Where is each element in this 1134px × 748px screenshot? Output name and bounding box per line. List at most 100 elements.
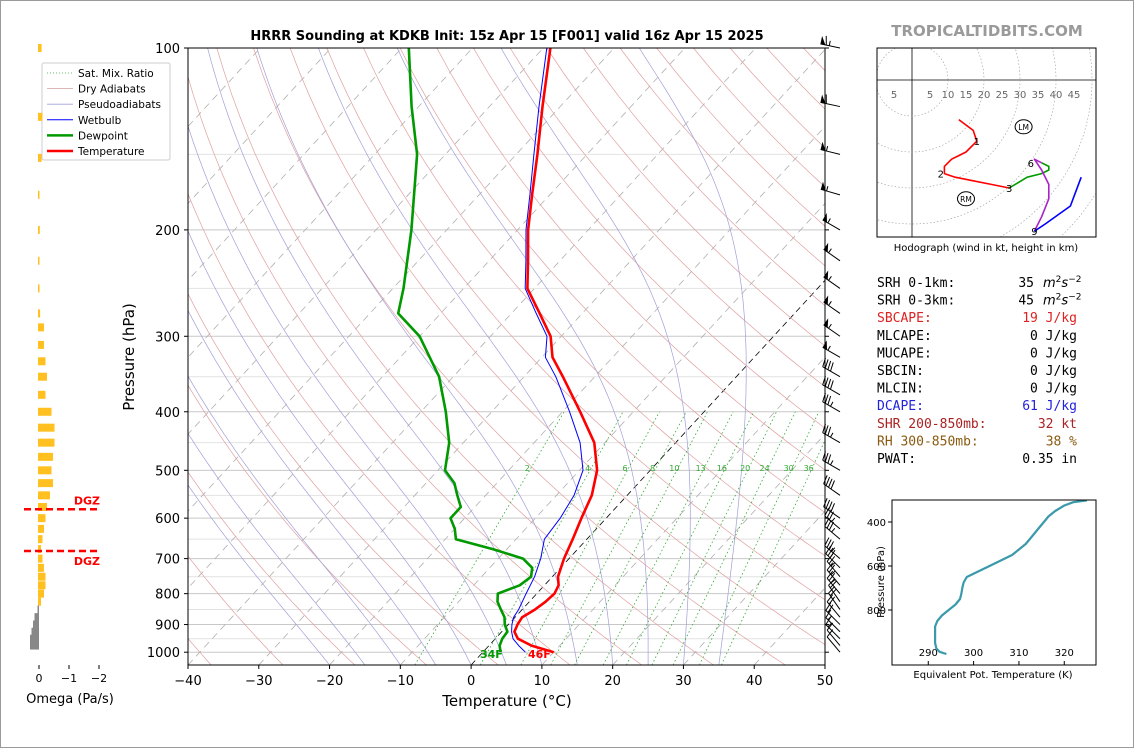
dry-adiabat [188, 555, 284, 665]
barb-staff [825, 617, 841, 633]
barb-half-flag [831, 527, 836, 533]
barb-flag [822, 375, 826, 385]
barb-staff [828, 592, 841, 610]
barb-staff [826, 578, 841, 594]
omega-bar [34, 613, 39, 622]
series-temperature [513, 48, 599, 654]
stat-value: 0 J/kg [1030, 346, 1077, 361]
omega-bar [38, 190, 40, 199]
barb-flag [826, 594, 834, 603]
omega-bar [38, 545, 41, 554]
mixing-ratio-label: 8 [650, 464, 655, 473]
wind-barb [823, 270, 841, 289]
omega-bar [38, 563, 44, 572]
stat-value: 38 % [1046, 434, 1077, 449]
legend-entry-label: Pseudoadiabats [78, 99, 161, 111]
wind-barb [820, 141, 841, 155]
omega-bar [38, 466, 52, 475]
barb-staff [826, 601, 841, 618]
barb-flag [828, 578, 836, 586]
barb-flag [828, 564, 836, 573]
hodo-ring-label: 10 [942, 90, 955, 101]
pseudoadiabat [188, 124, 507, 665]
hodo-ring-label: 45 [1068, 90, 1081, 101]
barb-half-flag [828, 323, 832, 329]
omega-bar [38, 514, 46, 523]
dry-adiabat [188, 471, 355, 665]
hodo-ring [877, 48, 949, 117]
barb-half-flag [831, 547, 836, 552]
barb-pennant [822, 212, 828, 223]
isotherm [541, 356, 825, 665]
stats-table: SRH 0-1km: 35 m2s−2 SRH 0-3km: 45 m2s−2 SBCAPE… [877, 275, 1081, 467]
hodo-ring-label: 15 [960, 90, 973, 101]
barb-flag [830, 480, 835, 490]
pseudoadiabat [396, 48, 649, 665]
dry-adiabat [546, 48, 825, 347]
wind-barb [822, 340, 841, 358]
barb-flag [826, 562, 834, 571]
barb-staff [825, 553, 841, 569]
mixing-ratio-label: 6 [623, 464, 628, 473]
dgz-label: DGZ [74, 494, 100, 507]
wind-barb [820, 181, 841, 196]
omega-bar [38, 535, 43, 544]
wind-barb [822, 392, 841, 413]
barb-half-flag [831, 517, 836, 523]
wind-barb [820, 35, 841, 49]
hodo-ring-label: 40 [1050, 90, 1063, 101]
barb-flag [828, 596, 836, 605]
mixing-ratio-label: 20 [740, 464, 750, 473]
wind-barb [826, 629, 841, 653]
x-tick-label: 10 [534, 674, 551, 689]
stat-value: 0 J/kg [1030, 364, 1077, 379]
legend-entry-label: Sat. Mix. Ratio [78, 68, 154, 80]
mixing-ratio-line [602, 411, 734, 665]
stat-value: 32 kt [1038, 417, 1077, 432]
barb-flag [825, 545, 832, 554]
stat-value: 0.35 in [1022, 452, 1077, 467]
mixing-ratio-line [699, 411, 820, 665]
hodo-height-label: 6 [1028, 159, 1034, 170]
te-y-tick-label: 400 [867, 518, 886, 529]
omega-bar [38, 340, 44, 349]
isotherm [188, 48, 756, 665]
barb-staff [828, 585, 841, 603]
skewt-ylabel: Pressure (hPa) [120, 303, 138, 411]
barb-staff [822, 401, 841, 413]
mixing-ratio-line [479, 411, 624, 665]
dry-adiabat [216, 48, 714, 665]
barb-staff [822, 459, 841, 471]
theta-e-panel: 290 300 310 320 400 600 800 [867, 500, 1088, 665]
mixing-ratio-line [721, 439, 825, 665]
dry-adiabat [363, 48, 825, 557]
isotherm [188, 48, 686, 589]
barb-staff [822, 366, 841, 378]
rm-marker [957, 191, 975, 207]
wind-barb [828, 586, 841, 610]
y-tick-label: 300 [155, 330, 180, 345]
wind-barb [822, 451, 841, 471]
barb-flag [828, 478, 833, 488]
hodo-segment [1033, 158, 1050, 232]
barb-staff [826, 629, 841, 646]
pseudoadiabat [188, 229, 472, 665]
barb-flag [827, 547, 834, 557]
barb-staff [823, 506, 841, 519]
legend-entry-label: Temperature [77, 146, 145, 158]
theta-e-border [891, 499, 1097, 666]
dry-adiabat [766, 48, 825, 110]
surface-dewpoint-label: 34F [480, 648, 503, 661]
omega-tick-label: −1 [61, 672, 77, 685]
barb-flag [826, 629, 834, 638]
omega-bar [38, 554, 43, 563]
mixing-ratio-label: 2 [525, 464, 530, 473]
wind-barb [822, 375, 841, 396]
wind-barbs [820, 35, 841, 653]
barb-staff [822, 432, 841, 444]
legend: Sat. Mix. Ratio Dry Adiabats Pseudoadiabat… [41, 62, 171, 161]
barb-flag [829, 588, 837, 596]
omega-bar [38, 589, 44, 598]
stat-value: 19 J/kg [1022, 311, 1077, 326]
barb-flag [825, 476, 831, 486]
